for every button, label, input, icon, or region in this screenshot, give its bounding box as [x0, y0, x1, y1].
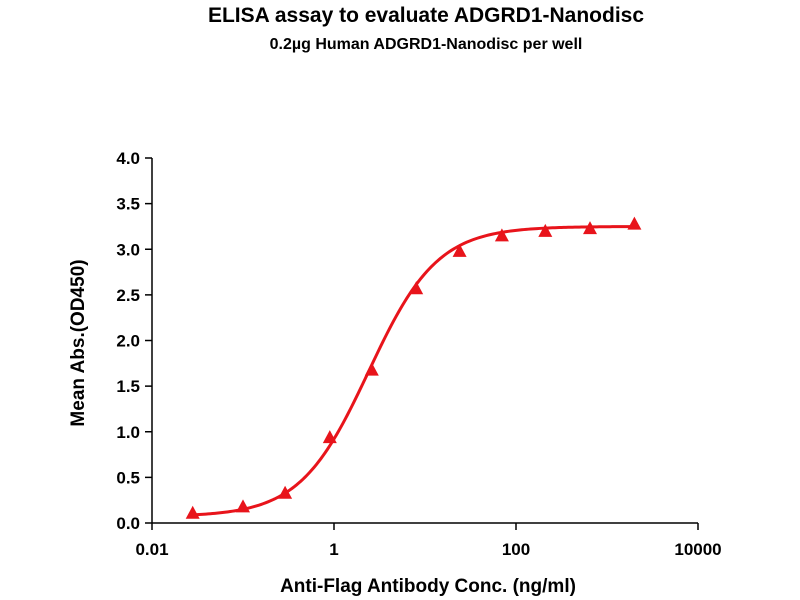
y-tick-label: 0.5: [116, 468, 140, 487]
data-point: [236, 499, 250, 513]
data-point: [583, 221, 597, 235]
x-tick-label: 0.01: [135, 540, 168, 559]
data-point: [322, 430, 337, 444]
chart-subtitle: 0.2µg Human ADGRD1-Nanodisc per well: [270, 36, 583, 53]
x-axis-ticks: 0.01 1 100 10000: [135, 523, 722, 559]
y-tick-label: 0.0: [116, 514, 140, 533]
chart-title: ELISA assay to evaluate ADGRD1-Nanodisc: [208, 4, 644, 27]
data-points: [185, 216, 642, 519]
y-tick-label: 1.0: [116, 423, 140, 442]
axes: [151, 158, 698, 524]
data-point: [494, 228, 509, 242]
data-point: [538, 223, 553, 237]
x-tick-label: 10000: [674, 540, 721, 559]
y-tick-label: 2.5: [116, 286, 140, 305]
x-axis-label: Anti-Flag Antibody Conc. (ng/ml): [280, 576, 576, 597]
y-axis-label: Mean Abs.(OD450): [68, 259, 89, 426]
data-point: [278, 485, 293, 499]
x-tick-label: 1: [329, 540, 338, 559]
y-tick-label: 3.0: [116, 240, 140, 259]
data-point: [627, 216, 642, 230]
y-axis-ticks: 0.0 0.5 1.0 1.5 2.0 2.5 3.0 3.5 4.0: [116, 149, 152, 533]
y-tick-label: 4.0: [116, 149, 140, 168]
y-tick-label: 1.5: [116, 377, 140, 396]
data-point: [452, 243, 467, 257]
data-point: [409, 281, 424, 295]
data-point: [185, 505, 200, 519]
fit-curve: [192, 225, 635, 517]
y-tick-label: 3.5: [116, 195, 140, 214]
x-tick-label: 100: [502, 540, 530, 559]
y-tick-label: 2.0: [116, 332, 140, 351]
data-point: [364, 362, 379, 376]
